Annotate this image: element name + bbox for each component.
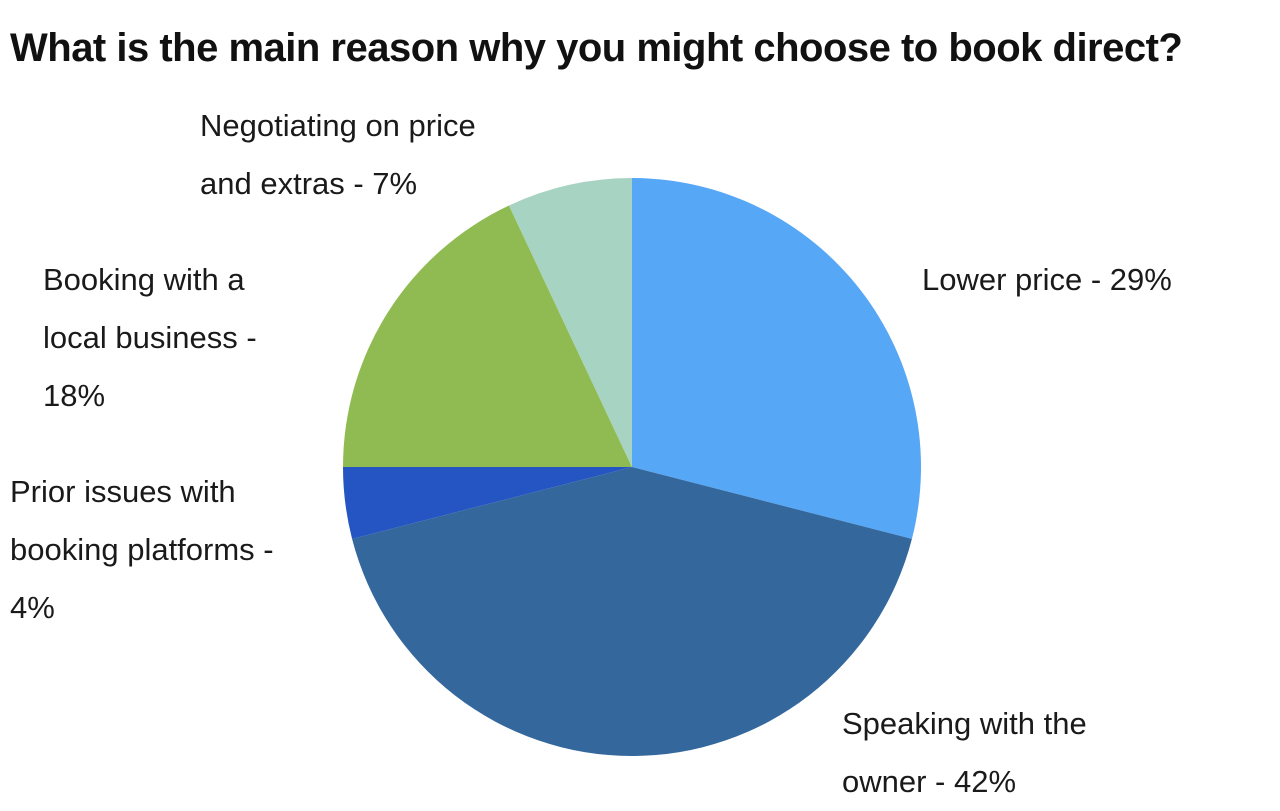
label-speaking-with-owner: Speaking with the owner - 42% [842, 706, 1087, 799]
chart-title: What is the main reason why you might ch… [10, 26, 1183, 70]
slice-lower-price [632, 178, 921, 539]
pie-slices [343, 178, 921, 756]
label-negotiating: Negotiating on price and extras - 7% [200, 108, 476, 201]
label-lower-price: Lower price - 29% [922, 262, 1172, 297]
label-local-business: Booking with a local business - 18% [43, 262, 257, 413]
slice-prior-issues [343, 467, 632, 539]
slice-speaking-with-owner [352, 467, 912, 756]
slice-local-business [343, 205, 632, 467]
label-prior-issues: Prior issues with booking platforms - 4% [10, 474, 274, 625]
slice-negotiating [508, 178, 632, 467]
